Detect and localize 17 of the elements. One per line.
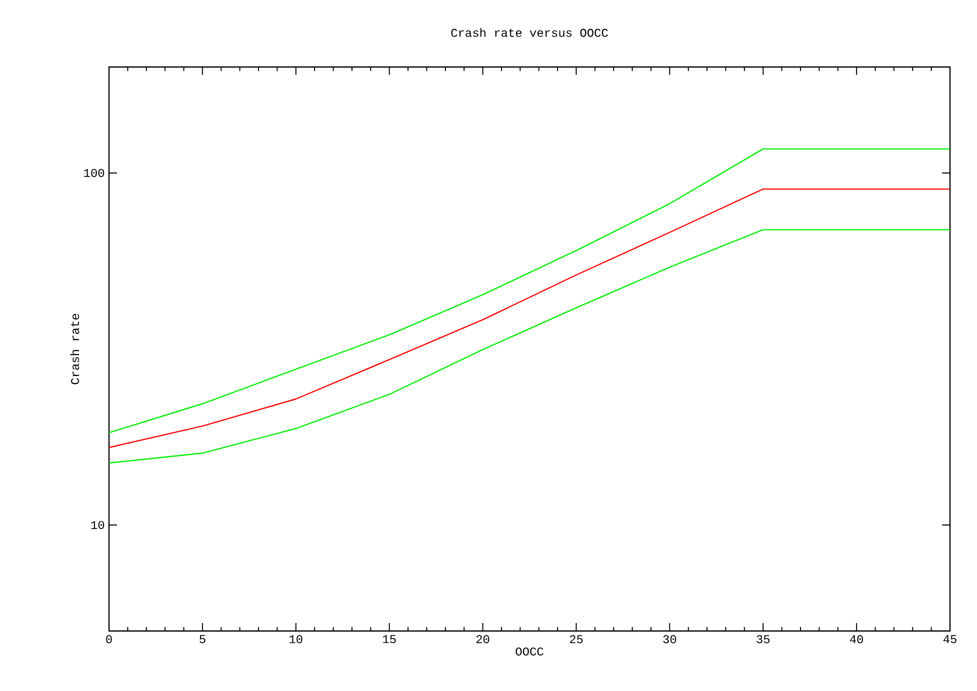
line-series — [109, 188, 950, 448]
x-tick-label: 0 — [106, 635, 112, 644]
x-tick-label: 15 — [383, 635, 396, 644]
line-series — [109, 229, 950, 464]
x-axis-title: OOCC — [516, 647, 544, 656]
y-axis-title: Crash rate — [70, 314, 80, 384]
x-tick-label: 20 — [476, 635, 490, 644]
x-tick-label: 45 — [943, 635, 956, 644]
x-tick-label: 5 — [200, 635, 206, 644]
x-tick-label: 30 — [663, 635, 676, 644]
chart-title: Crash rate versus OOCC — [451, 28, 608, 37]
x-tick-label: 40 — [850, 635, 863, 644]
x-tick-label: 35 — [756, 635, 770, 644]
x-tick-label: 25 — [570, 635, 583, 644]
line-series — [109, 148, 950, 434]
x-tick-label: 10 — [290, 635, 302, 644]
y-tick-label: 100 — [84, 168, 104, 177]
